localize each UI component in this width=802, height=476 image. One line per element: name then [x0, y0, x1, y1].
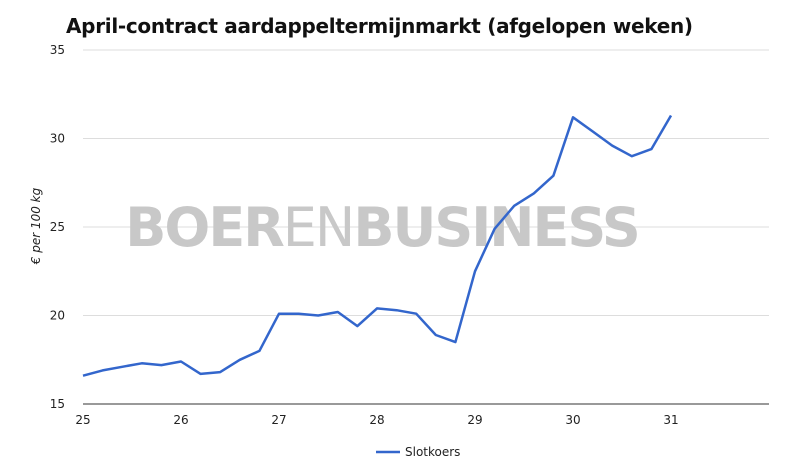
y-tick-label: 15 [50, 397, 65, 411]
x-tick-label: 25 [75, 413, 90, 427]
x-tick-label: 27 [271, 413, 286, 427]
x-tick-label: 28 [369, 413, 384, 427]
watermark-logo: BOERENBUSINESS [125, 196, 641, 259]
watermark-part-1: BOER [125, 196, 284, 259]
x-tick-label: 29 [467, 413, 482, 427]
series-group [82, 114, 673, 377]
svg-text:BOERENBUSINESS: BOERENBUSINESS [125, 196, 639, 259]
y-tick-label: 30 [50, 132, 65, 146]
chart-title: April-contract aardappeltermijnmarkt (af… [66, 14, 693, 38]
y-tick-label: 35 [50, 43, 65, 57]
y-axis-label: € per 100 kg [29, 187, 43, 265]
x-tick-label: 26 [173, 413, 188, 427]
y-tick-label: 25 [50, 220, 65, 234]
watermark-part-2: EN [283, 196, 354, 259]
legend-label: Slotkoers [405, 445, 460, 459]
series-line [82, 114, 673, 377]
x-tick-label: 30 [565, 413, 580, 427]
y-tick-labels: 15 20 25 30 35 [50, 43, 65, 411]
y-tick-label: 20 [50, 309, 65, 323]
legend: Slotkoers [376, 445, 460, 459]
x-tick-label: 31 [663, 413, 678, 427]
grid-lines [83, 49, 769, 405]
x-tick-labels: 25 26 27 28 29 30 31 [75, 413, 678, 427]
